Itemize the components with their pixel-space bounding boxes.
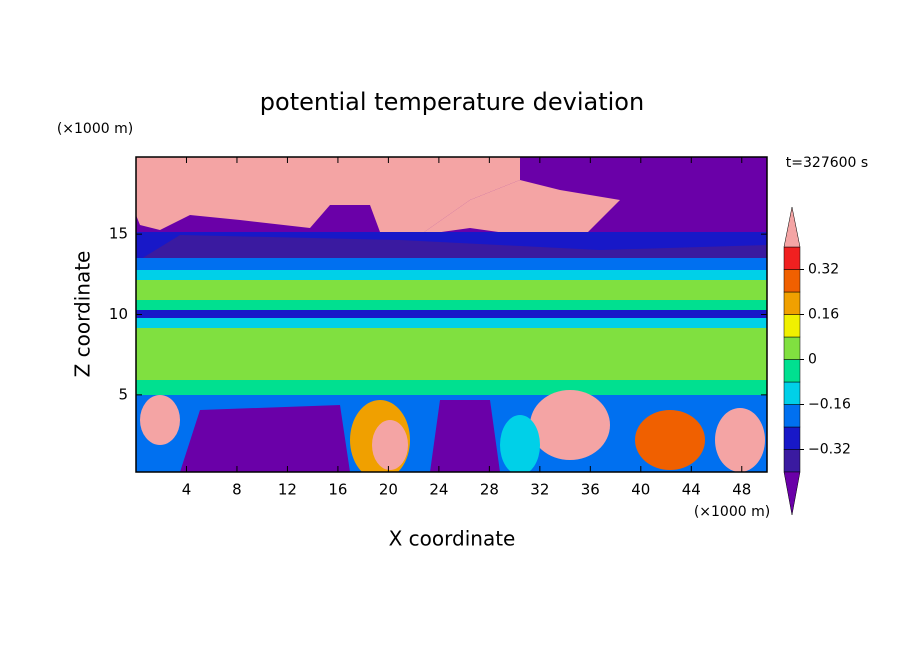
y-tick-label: 10 (109, 305, 128, 323)
x-tick-label: 20 (379, 481, 398, 499)
x-unit: (×1000 m) (694, 504, 770, 520)
x-tick-label: 48 (732, 481, 751, 499)
colorbar-tick-label: 0.32 (808, 262, 839, 278)
x-tick-label: 44 (682, 481, 701, 499)
colorbar-tick-label: −0.16 (808, 397, 851, 413)
time-label: t=327600 s (786, 155, 868, 171)
colorbar-over (783, 206, 801, 248)
colorbar-band (783, 336, 801, 360)
colorbar-band (783, 404, 801, 428)
colorbar-band (783, 359, 801, 383)
x-tick-label: 36 (581, 481, 600, 499)
colorbar-band (783, 291, 801, 315)
colorbar-band (783, 381, 801, 405)
y-tick-label: 15 (109, 225, 128, 243)
colorbar-band (783, 246, 801, 270)
colorbar-band (783, 314, 801, 338)
y-unit: (×1000 m) (57, 121, 133, 137)
x-tick-label: 28 (480, 481, 499, 499)
colorbar-band (783, 449, 801, 473)
x-axis-label: X coordinate (389, 527, 516, 551)
x-tick-label: 24 (429, 481, 448, 499)
colorbar-band (783, 269, 801, 293)
colorbar-tick-label: 0.16 (808, 307, 839, 323)
colorbar-under (783, 471, 801, 516)
y-axis-label: Z coordinate (71, 251, 95, 378)
chart-title: potential temperature deviation (260, 88, 644, 116)
colorbar-tick-label: 0 (808, 352, 817, 368)
colorbar-band (783, 426, 801, 450)
x-tick-label: 16 (328, 481, 347, 499)
colorbar-tick-label: −0.32 (808, 442, 851, 458)
x-tick-label: 12 (278, 481, 297, 499)
x-tick-label: 32 (530, 481, 549, 499)
x-tick-label: 40 (631, 481, 650, 499)
y-tick-label: 5 (118, 385, 128, 403)
x-tick-label: 4 (182, 481, 192, 499)
field (136, 157, 767, 472)
x-tick-label: 8 (232, 481, 242, 499)
